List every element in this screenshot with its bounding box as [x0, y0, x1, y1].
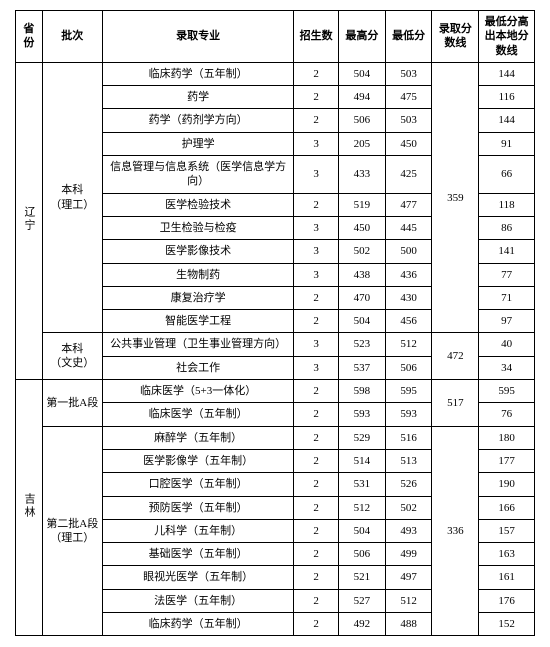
major-cell: 生物制药: [102, 263, 294, 286]
major-cell: 临床药学（五年制）: [102, 613, 294, 636]
batch-cell: 第一批A段: [42, 380, 102, 427]
table-row: 本科 （文史） 公共事业管理（卫生事业管理方向） 3 523 512 472 4…: [16, 333, 535, 356]
col-line: 录取分数线: [432, 11, 479, 63]
batch-cell: 本科 （理工）: [42, 62, 102, 333]
major-cell: 麻醉学（五年制）: [102, 426, 294, 449]
major-cell: 医学影像学（五年制）: [102, 449, 294, 472]
line-cell: 359: [432, 62, 479, 333]
line-cell: 472: [432, 333, 479, 380]
major-cell: 卫生检验与检疫: [102, 216, 294, 239]
major-cell: 临床医学（五年制）: [102, 403, 294, 426]
province-cell: 吉林: [22, 493, 36, 519]
major-cell: 临床医学（5+3一体化）: [102, 380, 294, 403]
diff-cell: 144: [479, 62, 535, 85]
major-cell: 临床药学（五年制）: [102, 62, 294, 85]
major-cell: 儿科学（五年制）: [102, 519, 294, 542]
admission-table: 省份 批次 录取专业 招生数 最高分 最低分 录取分数线 最低分高出本地分数线 …: [15, 10, 535, 636]
major-cell: 护理学: [102, 132, 294, 155]
min-cell: 503: [385, 62, 432, 85]
major-cell: 预防医学（五年制）: [102, 496, 294, 519]
col-province: 省份: [16, 11, 43, 63]
major-cell: 基础医学（五年制）: [102, 543, 294, 566]
table-row: 第二批A段 （理工） 麻醉学（五年制） 2 529 516 336 180: [16, 426, 535, 449]
col-diff: 最低分高出本地分数线: [479, 11, 535, 63]
col-max: 最高分: [338, 11, 385, 63]
major-cell: 智能医学工程: [102, 310, 294, 333]
max-cell: 504: [338, 62, 385, 85]
table-row: 辽宁 本科 （理工） 临床药学（五年制） 2 504 503 359 144: [16, 62, 535, 85]
header-row: 省份 批次 录取专业 招生数 最高分 最低分 录取分数线 最低分高出本地分数线: [16, 11, 535, 63]
batch-cell: 第二批A段 （理工）: [42, 426, 102, 636]
col-min: 最低分: [385, 11, 432, 63]
line-cell: 336: [432, 426, 479, 636]
table-row: 吉林 第一批A段 临床医学（5+3一体化） 2 598 595 517 595: [16, 380, 535, 403]
major-cell: 眼视光医学（五年制）: [102, 566, 294, 589]
enroll-cell: 2: [294, 62, 339, 85]
major-cell: 医学检验技术: [102, 193, 294, 216]
major-cell: 法医学（五年制）: [102, 589, 294, 612]
province-cell: 辽宁: [22, 206, 36, 232]
col-batch: 批次: [42, 11, 102, 63]
major-cell: 社会工作: [102, 356, 294, 379]
major-cell: 公共事业管理（卫生事业管理方向）: [102, 333, 294, 356]
major-cell: 药学（药剂学方向）: [102, 109, 294, 132]
batch-cell: 本科 （文史）: [42, 333, 102, 380]
col-enroll: 招生数: [294, 11, 339, 63]
line-cell: 517: [432, 380, 479, 427]
major-cell: 信息管理与信息系统（医学信息学方向）: [102, 156, 294, 194]
major-cell: 康复治疗学: [102, 286, 294, 309]
major-cell: 药学: [102, 86, 294, 109]
col-major: 录取专业: [102, 11, 294, 63]
major-cell: 口腔医学（五年制）: [102, 473, 294, 496]
major-cell: 医学影像技术: [102, 240, 294, 263]
